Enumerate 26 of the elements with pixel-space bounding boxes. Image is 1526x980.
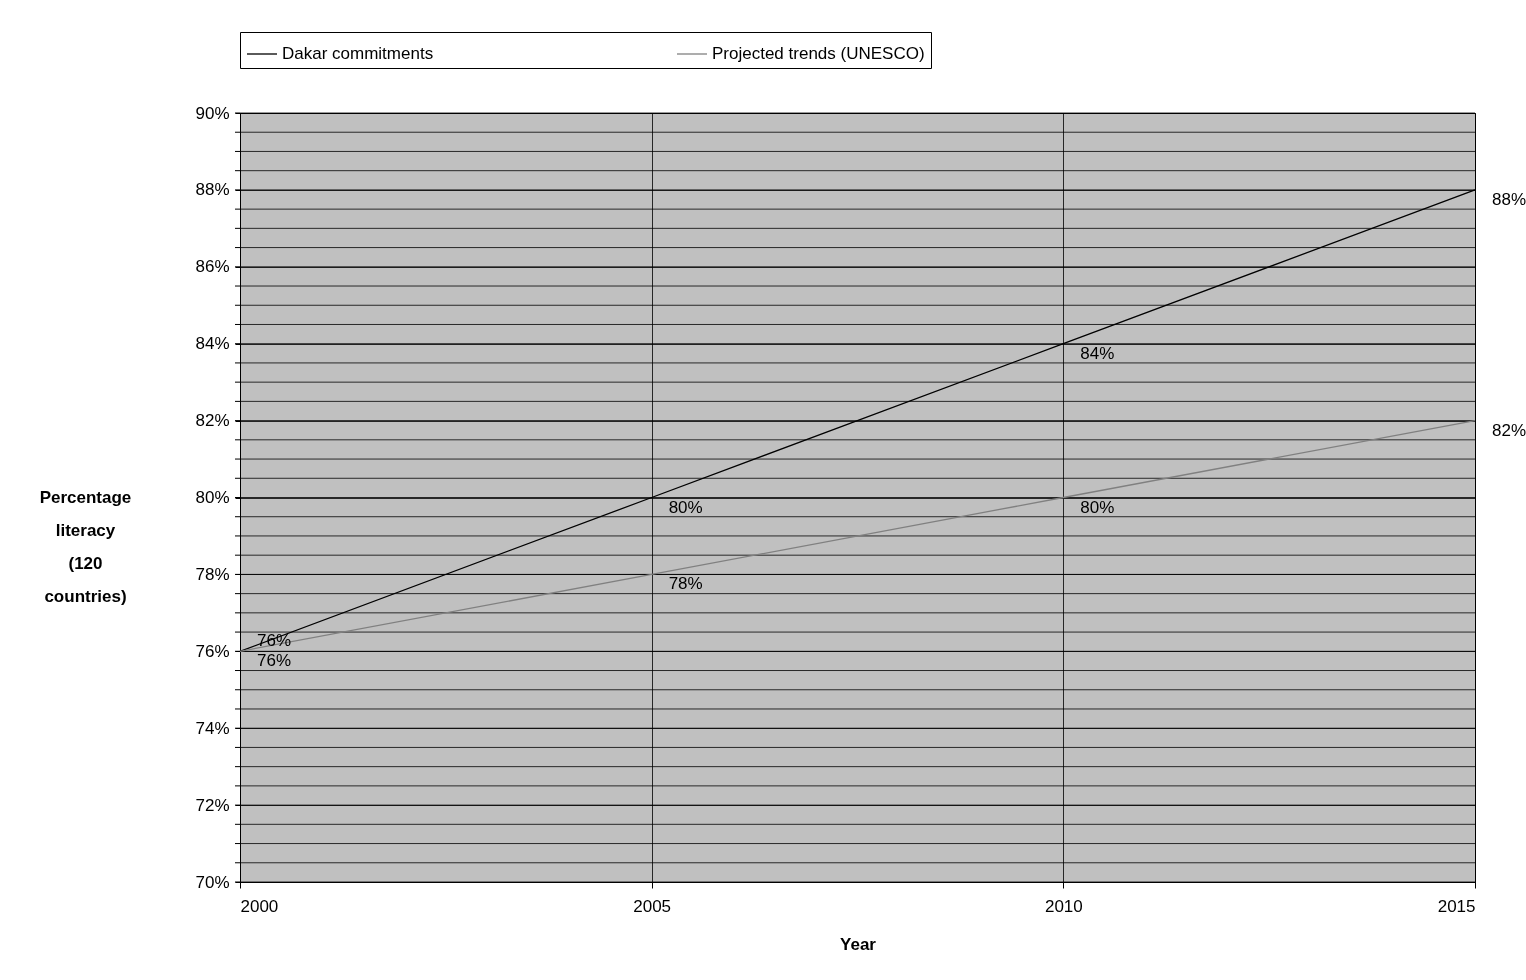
x-tick-label: 2010 — [1044, 896, 1083, 916]
y-tick-label: 82% — [195, 411, 230, 431]
legend-label: Projected trends (UNESCO) — [712, 44, 925, 63]
data-label: 84% — [1080, 343, 1115, 363]
y-tick-label: 72% — [195, 795, 230, 815]
x-tick-label: 2015 — [1437, 896, 1476, 916]
y-tick-label: 74% — [195, 718, 230, 738]
legend-label: Dakar commitments — [282, 44, 434, 63]
y-tick-label: 84% — [195, 334, 230, 354]
data-label: 82% — [1492, 420, 1526, 440]
data-label: 80% — [1080, 497, 1115, 517]
y-axis-title: Percentage literacy (120 countries) — [39, 487, 132, 606]
y-tick-label: 80% — [195, 488, 230, 507]
x-axis-title: Year — [840, 934, 877, 954]
data-label: 88% — [1492, 189, 1526, 209]
data-label: 76% — [257, 651, 292, 671]
x-tick-label: 2000 — [240, 896, 279, 916]
y-tick-label: 88% — [195, 180, 230, 200]
y-tick-label: 76% — [195, 641, 230, 661]
y-tick-label: 86% — [195, 257, 230, 277]
data-label: 80% — [668, 497, 703, 517]
data-label: 78% — [668, 574, 703, 594]
x-tick-label: 2005 — [633, 896, 672, 916]
y-tick-label: 90% — [195, 103, 230, 123]
y-tick-label: 70% — [195, 872, 230, 892]
y-tick-label: 78% — [195, 564, 230, 584]
